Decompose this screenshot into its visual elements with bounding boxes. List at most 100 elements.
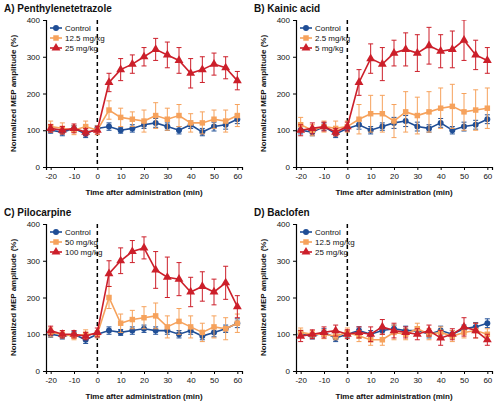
tick: 100 [277,330,296,339]
marker [234,320,240,326]
marker [46,325,55,333]
tick: 0 [346,167,351,181]
marker [366,329,375,337]
marker [58,125,67,133]
tick-label: 40 [187,376,196,385]
legend-marker [303,229,309,235]
tick-mark [167,371,168,374]
tick: 30 [163,371,172,385]
tick-mark [441,167,442,170]
tick: -10 [69,167,81,181]
marker [235,113,240,118]
panel: C) Pilocarpine-20-1001020304050600100200… [4,207,243,401]
legend-marker [303,35,308,40]
error-bar [485,319,490,328]
series [296,318,492,346]
marker [356,116,361,121]
tick-mark [237,371,238,374]
data [46,20,242,167]
tick-mark [324,167,325,170]
error-bar [130,112,135,127]
marker [391,118,396,123]
marker [425,325,434,333]
marker [390,325,399,333]
tick: 0 [286,367,296,376]
marker [235,320,240,325]
marker [186,287,195,295]
tick: -20 [45,371,57,385]
y-axis-title: Normalized MEP amplitude (%) [9,239,18,357]
tick-mark [293,167,296,168]
tick: 40 [437,167,446,181]
panel: D) Baclofen-20-1001020304050600100200300… [254,207,493,401]
tick: 60 [233,371,242,385]
legend-label: 25 mg/kg [315,248,348,257]
marker [106,124,112,130]
tick-label: 300 [27,53,41,62]
legend-marker [53,25,59,31]
marker [331,325,340,333]
marker [106,107,111,112]
marker [366,53,375,61]
axis-line [293,21,297,168]
data [296,224,492,371]
legend-item: Control [50,228,91,237]
marker [105,268,114,276]
tick: 10 [367,167,376,181]
marker [175,55,184,63]
tick-mark [293,261,296,262]
tick: 40 [187,167,196,181]
tick-mark [74,167,75,170]
legend-item: Control [300,24,341,33]
marker [130,317,135,322]
tick-mark [293,20,296,21]
x-axis-title: Time after administration (min) [85,392,203,401]
series-line [51,110,238,130]
legend-marker [303,239,308,244]
tick-mark [371,167,372,170]
error-bar [462,94,467,131]
marker [343,121,352,129]
error-bar [200,323,205,341]
legend-label: 2.5 mg/kg [315,34,350,43]
error-bar [153,103,158,129]
panel: A) Penthylenetetrazole-20-10010203040506… [4,3,243,197]
error-bar [223,110,228,132]
tick-label: 0 [36,367,41,376]
legend-marker [53,239,58,244]
data [46,224,242,371]
marker [296,331,305,339]
axis-line [47,168,243,171]
tick-mark [144,371,145,374]
plot: -20-1001020304050600100200300400Time aft… [9,16,243,197]
tick-label: 10 [117,172,126,181]
error-bar [165,316,170,338]
tick: 300 [277,257,296,266]
tick-mark [214,371,215,374]
tick: -20 [295,371,307,385]
marker [210,287,219,295]
tick-label: 400 [277,220,291,229]
marker [128,59,137,67]
marker [211,116,216,121]
error-bar [392,105,397,138]
tick-label: 50 [460,172,469,181]
tick-label: 0 [96,172,101,181]
x-axis: -20-100102030405060 [45,371,242,385]
tick-label: 400 [27,16,41,25]
tick-mark [43,167,46,168]
legend-item: 25 mg/kg [50,43,98,53]
marker [93,125,102,133]
legend-item: 100 mg/kg [50,247,102,257]
tick: 20 [140,167,149,181]
marker [221,63,230,71]
tick-label: -20 [295,376,307,385]
legend-item: 50 mg/kg [50,238,98,247]
axis-line [297,168,493,171]
legend-label: 12.5 mg/kg [65,34,105,43]
legend-marker [52,247,61,255]
legend-item: Control [300,228,341,237]
tick-label: -10 [69,376,81,385]
axis-line [297,372,493,375]
marker [483,55,492,63]
